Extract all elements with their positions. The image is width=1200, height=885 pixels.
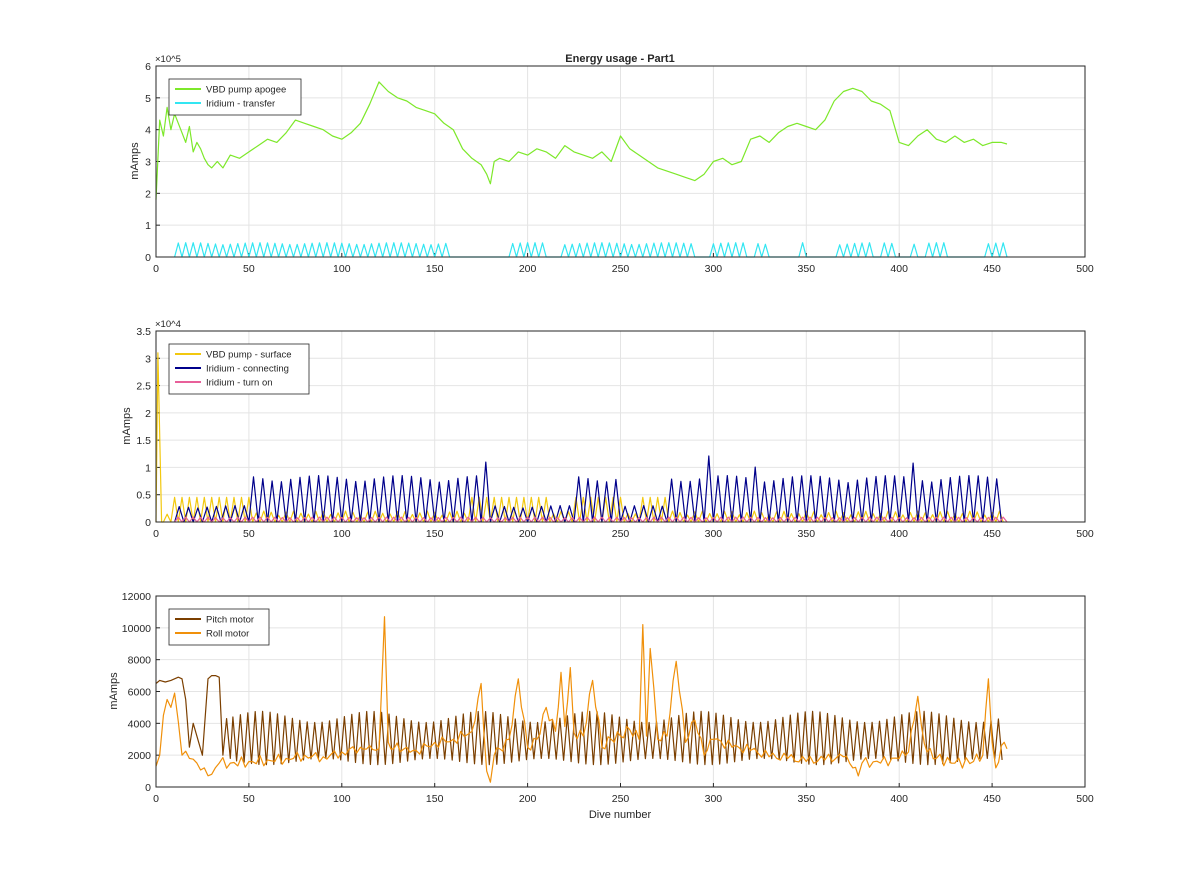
chart-title: Energy usage - Part1 — [565, 53, 674, 65]
x-tick-label: 100 — [333, 793, 351, 805]
x-tick-label: 350 — [798, 528, 816, 540]
legend-box — [168, 608, 270, 646]
y-tick-label: 8000 — [128, 655, 152, 667]
axes-energy-part1: ×10^5 mAmps 0 50 100 150 200 250 300 350 400 450 5… — [129, 54, 1094, 275]
x-tick-label: 250 — [612, 528, 630, 540]
axes-frame — [155, 330, 1086, 523]
y-tick-label: 1 — [145, 462, 151, 474]
series-line-roll-motor — [155, 616, 1008, 783]
legend-label: Roll motor — [206, 629, 249, 640]
x-tick-label: 200 — [519, 793, 537, 805]
x-tick-label: 350 — [798, 263, 816, 275]
x-tick-label: 400 — [890, 793, 908, 805]
y-tick-label: 2 — [145, 408, 151, 420]
legend: VBD pump - surface Iridium - connecting Ir… — [168, 343, 310, 395]
x-tick-label: 450 — [983, 793, 1001, 805]
legend-label: Iridium - turn on — [206, 378, 273, 389]
y-tick-label: 0 — [145, 517, 151, 529]
x-tick-label: 200 — [519, 528, 537, 540]
legend-label: Iridium - transfer — [206, 99, 275, 110]
legend-label: Iridium - connecting — [206, 364, 289, 375]
x-tick-label: 50 — [243, 793, 255, 805]
x-tick-label: 50 — [243, 263, 255, 275]
y-tick-label: 4 — [145, 125, 151, 137]
y-tick-label: 3.5 — [136, 326, 151, 338]
x-tick-label: 150 — [426, 793, 444, 805]
y-axis-label: mAmps — [108, 672, 120, 710]
y-exponent-label: ×10^4 — [155, 319, 181, 330]
legend: Pitch motor Roll motor — [168, 608, 270, 646]
axes-surface-iridium: ×10^4 mAmps 0 50 100 150 200 250 300 350 400 450 5… — [121, 319, 1094, 540]
x-tick-label: 450 — [983, 263, 1001, 275]
x-tick-label: 450 — [983, 528, 1001, 540]
x-tick-label: 150 — [426, 263, 444, 275]
y-tick-label: 6000 — [128, 687, 152, 699]
axes-frame — [155, 65, 1086, 258]
x-tick-label: 500 — [1076, 528, 1094, 540]
x-tick-label: 200 — [519, 263, 537, 275]
y-tick-label: 3 — [145, 157, 151, 169]
y-tick-label: 5 — [145, 93, 151, 105]
y-tick-label: 6 — [145, 61, 151, 73]
y-axis-label: mAmps — [121, 407, 133, 445]
series-line-iridium-transfer — [174, 242, 1008, 258]
legend-label: VBD pump apogee — [206, 85, 286, 96]
x-tick-label: 100 — [333, 263, 351, 275]
x-tick-label: 0 — [153, 263, 159, 275]
y-tick-label: 0 — [145, 782, 151, 794]
x-tick-label: 300 — [705, 793, 723, 805]
x-tick-label: 100 — [333, 528, 351, 540]
y-axis-label: mAmps — [129, 142, 141, 180]
legend-label: Pitch motor — [206, 615, 254, 626]
series-line-vbd-pump-apogee — [155, 81, 1008, 200]
y-tick-label: 1 — [145, 220, 151, 232]
axes-frame — [155, 595, 1086, 788]
y-tick-label: 1.5 — [136, 435, 151, 447]
series-line-iridium-connecting — [174, 455, 1002, 523]
y-tick-label: 0 — [145, 252, 151, 264]
x-tick-label: 0 — [153, 528, 159, 540]
y-tick-label: 4000 — [128, 718, 152, 730]
x-tick-label: 150 — [426, 528, 444, 540]
y-tick-label: 0.5 — [136, 490, 151, 502]
x-tick-label: 300 — [705, 528, 723, 540]
y-tick-label: 10000 — [122, 623, 151, 635]
x-tick-label: 400 — [890, 263, 908, 275]
y-exponent-label: ×10^5 — [155, 54, 181, 65]
x-axis-label: Dive number — [589, 809, 652, 821]
axes-motors: mAmps Dive number 0 50 100 150 200 250 300 350 4… — [108, 591, 1094, 821]
y-tick-label: 2.5 — [136, 381, 151, 393]
x-tick-label: 250 — [612, 793, 630, 805]
x-tick-label: 50 — [243, 528, 255, 540]
legend-box — [168, 78, 302, 116]
y-tick-label: 3 — [145, 353, 151, 365]
x-tick-label: 400 — [890, 528, 908, 540]
x-tick-label: 500 — [1076, 263, 1094, 275]
y-tick-label: 2000 — [128, 750, 152, 762]
x-tick-label: 300 — [705, 263, 723, 275]
x-tick-label: 350 — [798, 793, 816, 805]
x-tick-label: 250 — [612, 263, 630, 275]
legend-label: VBD pump - surface — [206, 350, 292, 361]
x-tick-label: 500 — [1076, 793, 1094, 805]
series-line-pitch-motor — [155, 675, 1003, 766]
x-tick-label: 0 — [153, 793, 159, 805]
y-tick-label: 2 — [145, 188, 151, 200]
legend: VBD pump apogee Iridium - transfer — [168, 78, 302, 116]
y-tick-label: 12000 — [122, 591, 151, 603]
